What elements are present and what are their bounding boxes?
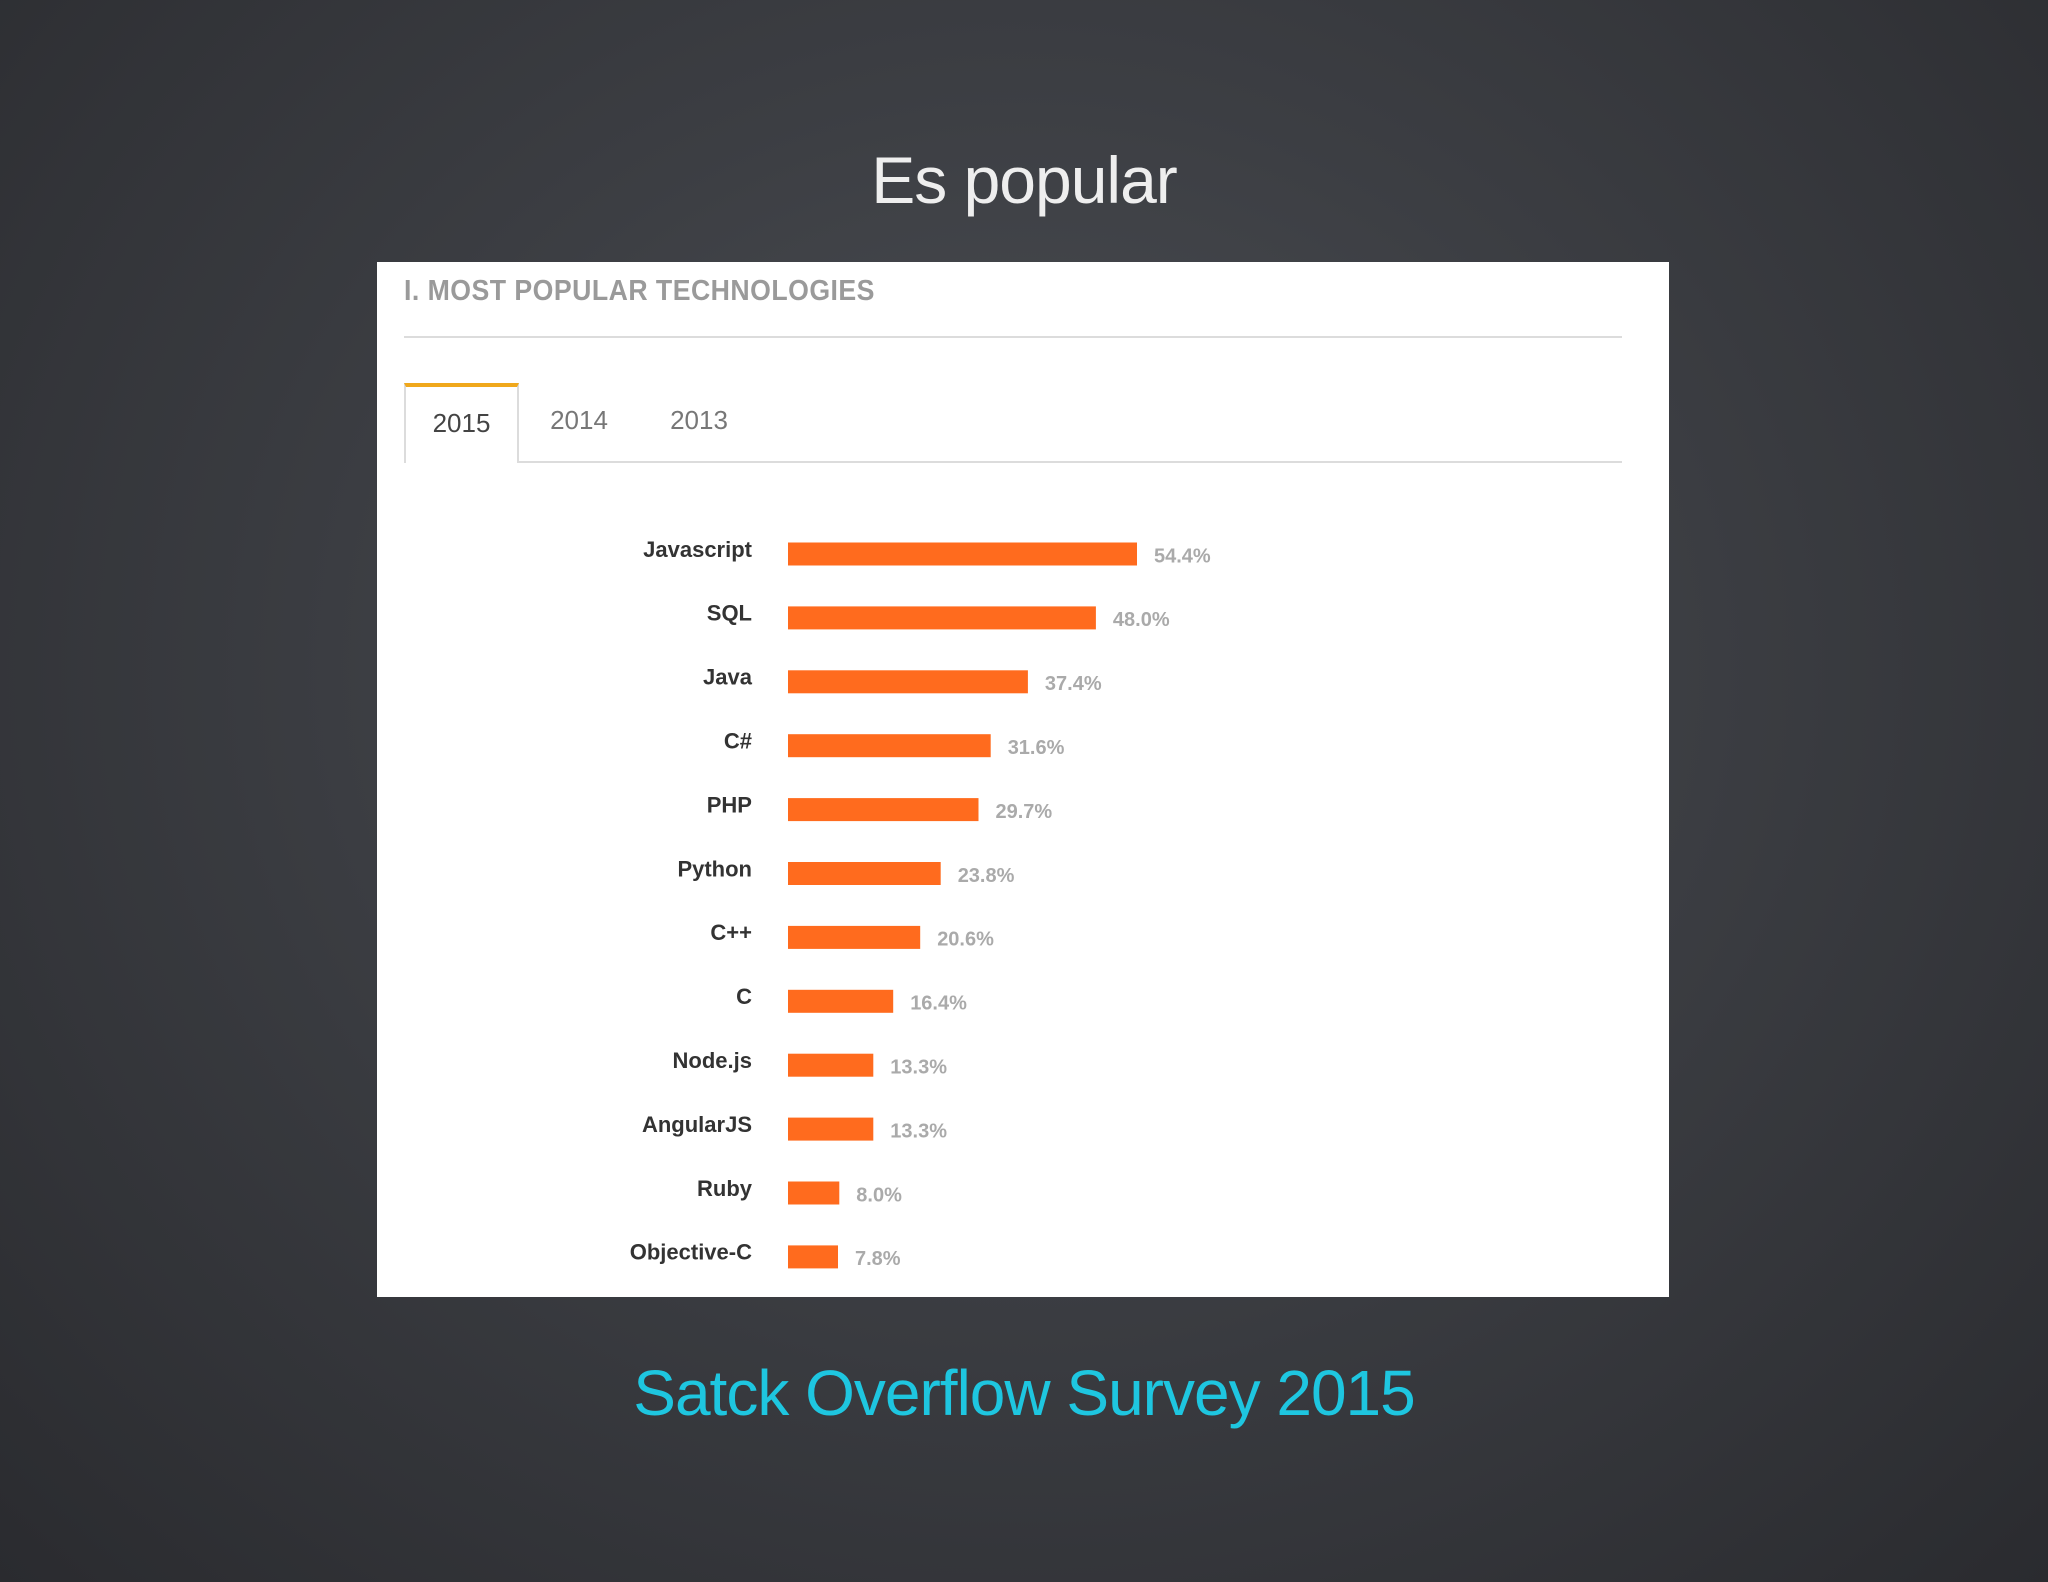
value-label: 16.4% bbox=[910, 993, 967, 1015]
survey-screenshot: I. MOST POPULAR TECHNOLOGIES 2015 2014 2… bbox=[377, 262, 1669, 1297]
bar bbox=[788, 734, 991, 758]
tab-2013[interactable]: 2013 bbox=[670, 405, 728, 435]
bar bbox=[788, 542, 1137, 566]
category-label: Ruby bbox=[697, 1176, 753, 1201]
heading-divider bbox=[404, 336, 1622, 338]
value-label: 20.6% bbox=[937, 929, 994, 951]
bar bbox=[788, 670, 1028, 694]
technologies-bar-chart: Javascript 54.4% SQL 48.0% Java 37.4% C# 31.6% P… bbox=[630, 537, 1211, 1270]
value-label: 54.4% bbox=[1154, 545, 1211, 567]
tab-2014[interactable]: 2014 bbox=[550, 405, 608, 435]
tab-2015[interactable]: 2015 bbox=[404, 383, 519, 463]
tabs-divider bbox=[404, 461, 1622, 463]
category-label: C# bbox=[724, 729, 752, 754]
value-label: 13.3% bbox=[890, 1056, 947, 1078]
value-label: 13.3% bbox=[890, 1120, 947, 1142]
section-heading: I. MOST POPULAR TECHNOLOGIES bbox=[404, 275, 875, 307]
value-label: 48.0% bbox=[1113, 609, 1170, 631]
bar bbox=[788, 862, 941, 885]
slide-title: Es popular bbox=[871, 143, 1178, 217]
bar bbox=[788, 925, 921, 949]
category-label: PHP bbox=[707, 792, 752, 817]
category-label: Java bbox=[703, 665, 753, 690]
year-tabs: 2015 2014 2013 bbox=[404, 383, 1622, 463]
bar bbox=[788, 989, 894, 1013]
bar bbox=[788, 1053, 874, 1077]
value-label: 23.8% bbox=[958, 865, 1015, 887]
bar bbox=[788, 1117, 874, 1141]
bar bbox=[788, 1181, 840, 1205]
value-label: 29.7% bbox=[996, 801, 1053, 823]
bar bbox=[788, 798, 979, 822]
category-label: Javascript bbox=[643, 537, 753, 562]
category-label: Objective-C bbox=[630, 1240, 752, 1265]
category-label: C bbox=[736, 984, 752, 1009]
slide-caption: Satck Overflow Survey 2015 bbox=[633, 1357, 1415, 1429]
category-label: C++ bbox=[710, 920, 752, 945]
bar bbox=[788, 1245, 838, 1269]
value-label: 7.8% bbox=[855, 1248, 901, 1270]
category-label: SQL bbox=[707, 601, 752, 626]
bar bbox=[788, 606, 1096, 630]
value-label: 31.6% bbox=[1008, 737, 1065, 759]
value-label: 8.0% bbox=[856, 1184, 902, 1206]
category-label: Node.js bbox=[673, 1048, 752, 1073]
value-label: 37.4% bbox=[1045, 673, 1102, 695]
category-label: Python bbox=[677, 856, 752, 881]
category-label: AngularJS bbox=[642, 1112, 752, 1137]
